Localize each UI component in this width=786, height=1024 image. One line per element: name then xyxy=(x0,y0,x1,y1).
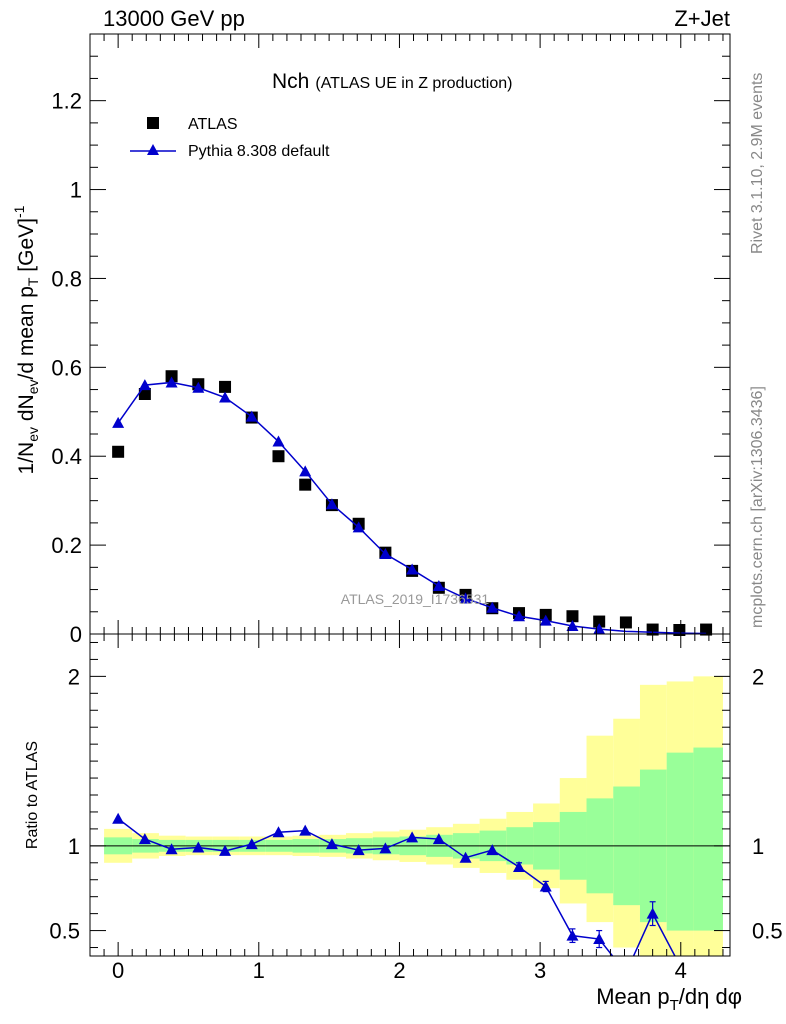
x-tick-label: 0 xyxy=(112,958,124,983)
legend-atlas-marker xyxy=(147,117,159,129)
plot-title: Nch (ATLAS UE in Z production) xyxy=(272,70,512,93)
ratio-plot xyxy=(112,812,676,956)
ratio-data-point xyxy=(379,842,392,854)
x-tick-label: 4 xyxy=(675,958,687,983)
ratio-data-point xyxy=(539,880,552,892)
main-y-tick-label: 1 xyxy=(70,178,82,203)
ratio-data-point xyxy=(272,826,285,838)
atlas-data-point xyxy=(272,450,285,463)
pythia-data-point xyxy=(245,410,258,422)
pythia-data-point xyxy=(165,376,178,388)
pythia-data-point xyxy=(379,548,392,559)
atlas-data-point xyxy=(593,615,606,628)
ratio-y-tick-label-right: 0.5 xyxy=(752,919,783,944)
pythia-data-point xyxy=(459,592,472,604)
x-axis-label: Mean pT/dη dφ xyxy=(596,984,742,1014)
ratio-data-point xyxy=(245,838,258,850)
atlas-data-point xyxy=(619,616,632,629)
main-plot-frame xyxy=(89,33,731,635)
ratio-data-point xyxy=(646,907,659,919)
ratio-data-point xyxy=(325,838,338,850)
main-y-tick-label: 0.2 xyxy=(51,533,82,558)
pythia-data-point xyxy=(325,498,338,510)
atlas-data-point xyxy=(165,370,178,383)
header-right: Z+Jet xyxy=(674,6,730,31)
pythia-data-point xyxy=(112,416,125,428)
ratio-bands xyxy=(90,676,730,956)
atlas-data-point xyxy=(138,388,151,400)
ratio-y-tick-label-left: 0.5 xyxy=(49,919,80,944)
pythia-data-point xyxy=(539,614,552,626)
ratio-band-inner xyxy=(666,752,694,931)
ratio-ylabel: Ratio to ATLAS xyxy=(24,741,41,849)
legend-atlas-label: ATLAS xyxy=(188,116,238,133)
ratio-data-point xyxy=(219,844,232,856)
legend-pythia-marker xyxy=(147,144,159,155)
analysis-watermark: ATLAS_2019_I1736531 xyxy=(341,591,490,607)
ratio-series-line xyxy=(117,818,676,956)
ratio-data-point xyxy=(566,929,579,941)
ratio-data-point xyxy=(138,833,151,845)
x-tick-label: 2 xyxy=(393,958,405,983)
ratio-data-point xyxy=(192,841,205,853)
pythia-data-point xyxy=(513,610,526,622)
pythia-data-point xyxy=(406,563,419,575)
ratio-data-point xyxy=(406,831,419,843)
main-y-tick-label: 1.2 xyxy=(51,89,82,114)
ratio-data-point xyxy=(593,933,606,945)
atlas-data-point xyxy=(566,610,579,623)
ratio-data-point xyxy=(513,861,526,873)
pythia-data-point xyxy=(272,435,285,447)
ratio-y-tick-label-left: 2 xyxy=(68,664,80,689)
pythia-data-point xyxy=(192,381,205,393)
ratio-data-point xyxy=(112,812,125,824)
ratio-y-tick-label-left: 1 xyxy=(68,834,80,859)
axes: 0 1 2 3 4 0 0.2 0.4 0.6 0.8 1 1.2 0.5 0.5 1 1 2 2 xyxy=(49,33,783,983)
ratio-data-point xyxy=(459,851,472,863)
pythia-data-point xyxy=(566,620,579,631)
header-left: 13000 GeV pp xyxy=(103,6,245,31)
pythia-data-point xyxy=(352,521,365,533)
ratio-y-tick-label-right: 1 xyxy=(752,834,764,859)
ratio-y-tick-label-right: 2 xyxy=(752,664,764,689)
ratio-data-point xyxy=(486,844,499,856)
main-y-tick-label: 0.6 xyxy=(51,355,82,380)
ratio-data-point xyxy=(352,844,365,856)
pythia-data-point xyxy=(138,379,151,391)
ratio-data-point xyxy=(432,833,445,845)
x-tick-label: 3 xyxy=(534,958,546,983)
main-y-tick-label: 0.4 xyxy=(51,444,82,469)
legend-pythia-label: Pythia 8.308 default xyxy=(188,143,330,160)
atlas-data-point xyxy=(112,445,125,458)
rivet-label: Rivet 3.1.10, 2.9M events xyxy=(749,73,766,254)
ratio-band-inner xyxy=(693,747,723,931)
ratio-data-point xyxy=(299,824,312,836)
pythia-data-point xyxy=(432,580,445,591)
x-tick-label: 1 xyxy=(253,958,265,983)
mcplots-label: mcplots.cern.ch [arXiv:1306.3436] xyxy=(749,386,766,628)
main-y-tick-label: 0 xyxy=(70,622,82,647)
pythia-data-point xyxy=(299,465,312,477)
ratio-data-point xyxy=(165,843,178,855)
legend: ATLAS Pythia 8.308 default xyxy=(130,116,330,160)
pythia-data-point xyxy=(486,601,499,613)
main-ylabel: 1/Nev dNev/d mean pT [GeV]-1 xyxy=(11,205,41,474)
atlas-data-point xyxy=(219,380,232,393)
main-y-tick-label: 0.8 xyxy=(51,266,82,291)
pythia-data-point xyxy=(219,391,232,403)
atlas-data-point xyxy=(299,478,312,491)
